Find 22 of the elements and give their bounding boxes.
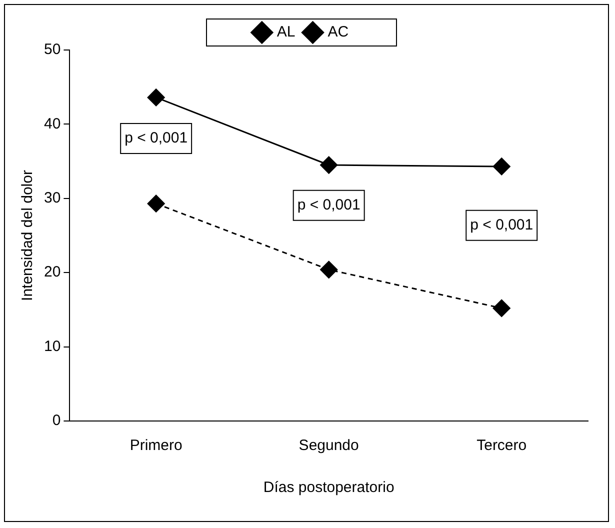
x-tick-label: Primero — [130, 437, 182, 454]
legend-label: AL — [276, 24, 296, 41]
point — [320, 156, 338, 174]
legend-label: AC — [328, 24, 349, 41]
x-tick-label: Segundo — [298, 437, 359, 454]
y-tick-label: 0 — [52, 412, 61, 430]
y-tick-label: 10 — [44, 338, 61, 355]
annotation: p < 0,001 — [124, 130, 188, 147]
point — [147, 194, 165, 212]
x-axis-title: Días postoperatorio — [263, 479, 394, 496]
point — [492, 299, 510, 317]
y-tick-label: 50 — [44, 41, 61, 58]
y-axis-title: Intensidad del dolor — [19, 170, 36, 301]
y-tick-label: 20 — [44, 264, 61, 281]
x-tick-label: Tercero — [476, 437, 527, 454]
point — [147, 88, 165, 106]
y-tick-label: 40 — [44, 115, 61, 132]
y-tick-label: 30 — [44, 190, 61, 207]
point — [320, 260, 338, 278]
annotation: p < 0,001 — [297, 196, 360, 214]
point — [492, 158, 510, 176]
annotation: p < 0,001 — [470, 216, 534, 234]
